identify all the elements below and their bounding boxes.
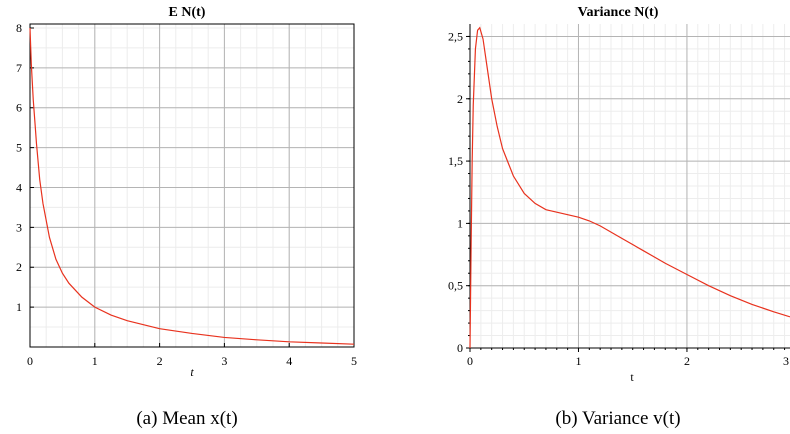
chart-mean: E N(t) 0 1 2 3 4 5 1 2 3 4 5 6 7 8 t (a) Mean x(t): [16, 5, 357, 429]
x-tick-label: 2: [157, 354, 163, 368]
y-tick-label: 1: [457, 216, 463, 230]
y-tick-label: 4: [16, 180, 22, 194]
y-tick-label: 1,5: [448, 154, 463, 168]
x-axis-label-variance: t: [630, 370, 634, 384]
caption-variance: (b) Variance v(t): [555, 408, 680, 429]
y-tick-label: 6: [16, 101, 22, 115]
chart-variance: Variance N(t) 0 1 2 3 0 0,5 1 1,5 2 2,5 t (b) Var…: [448, 5, 790, 429]
y-tick-label: 2,5: [448, 29, 463, 43]
y-tick-label: 1: [16, 300, 22, 314]
y-tick-label: 0: [457, 341, 463, 355]
chart-title-variance: Variance N(t): [578, 5, 659, 20]
y-tick-label: 7: [16, 61, 22, 75]
x-tick-label: 2: [684, 354, 690, 368]
x-axis-label-mean: t: [190, 365, 194, 379]
y-tick-label: 3: [16, 220, 22, 234]
ticks-mean: 0 1 2 3 4 5 1 2 3 4 5 6 7 8: [16, 21, 357, 368]
grid-variance: [470, 24, 790, 348]
x-tick-label: 1: [575, 354, 581, 368]
y-tick-label: 2: [457, 92, 463, 106]
x-tick-label: 1: [92, 354, 98, 368]
x-tick-label: 0: [467, 354, 473, 368]
series-line-mean: [29, 27, 355, 345]
x-tick-label: 5: [351, 354, 357, 368]
y-tick-label: 8: [16, 21, 22, 35]
caption-mean: (a) Mean x(t): [136, 408, 237, 429]
y-tick-label: 5: [16, 141, 22, 155]
series-line-variance: [469, 26, 790, 349]
plot-frame-mean: [29, 23, 355, 348]
ticks-variance: 0 1 2 3 0 0,5 1 1,5 2 2,5: [448, 29, 789, 368]
x-tick-label: 3: [783, 354, 789, 368]
x-tick-label: 4: [286, 354, 292, 368]
x-tick-label: 0: [27, 354, 33, 368]
x-tick-label: 3: [221, 354, 227, 368]
y-tick-label: 2: [16, 260, 22, 274]
grid-mean: [30, 24, 354, 347]
y-tick-label: 0,5: [448, 279, 463, 293]
chart-title-mean: E N(t): [169, 5, 206, 20]
